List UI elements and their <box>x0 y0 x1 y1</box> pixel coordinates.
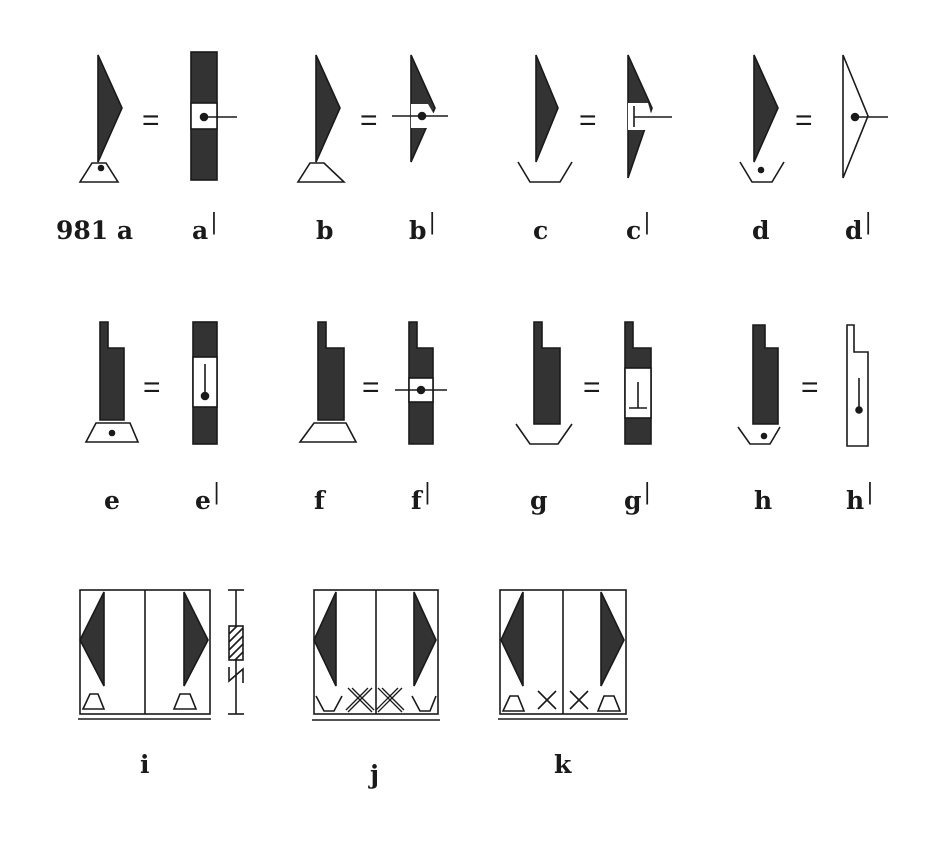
symbol-e <box>84 321 140 443</box>
label-a-letter: a <box>116 216 134 245</box>
figure-number: 981 <box>56 216 109 245</box>
equals-sign-a: = <box>142 104 160 137</box>
symbol-g-prime <box>624 321 652 445</box>
symbol-h-prime <box>846 324 869 447</box>
label-g: g <box>530 486 548 515</box>
symbol-b <box>296 54 347 183</box>
label-d: d <box>752 216 770 245</box>
equals-sign-h: = <box>801 371 819 404</box>
label-i: i <box>140 750 150 779</box>
symbol-c-prime <box>627 54 672 179</box>
equals-sign-e: = <box>143 371 161 404</box>
symbol-b-prime <box>392 54 448 163</box>
label-d-prime: d| <box>845 210 872 245</box>
label-981a: 981 a <box>56 218 133 243</box>
label-f: f <box>314 486 325 515</box>
symbol-c <box>517 54 573 183</box>
label-b: b <box>316 216 334 245</box>
label-a-prime: a| <box>192 210 218 245</box>
label-c: c <box>533 216 549 245</box>
label-g-prime: g| <box>624 480 651 515</box>
label-b-prime: b| <box>409 210 436 245</box>
label-j: j <box>370 760 380 789</box>
symbol-d-prime <box>842 54 888 179</box>
symbol-g <box>515 321 573 445</box>
equals-sign-f: = <box>362 371 380 404</box>
symbol-e-prime <box>192 321 218 445</box>
label-e: e <box>104 486 120 515</box>
symbol-f-prime <box>395 321 447 445</box>
symbol-f <box>298 321 358 443</box>
label-f-prime: f| <box>411 480 432 515</box>
symbol-j <box>312 589 440 721</box>
symbol-a-prime <box>190 51 237 181</box>
symbol-a <box>78 54 123 183</box>
equals-sign-g: = <box>583 371 601 404</box>
label-k: k <box>554 750 572 779</box>
equals-sign-d: = <box>795 104 813 137</box>
symbol-d <box>739 54 785 183</box>
label-e-prime: e| <box>195 480 221 515</box>
label-h-prime: h| <box>846 480 874 515</box>
equals-sign-c: = <box>579 104 597 137</box>
equals-sign-b: = <box>360 104 378 137</box>
symbol-i <box>78 589 244 720</box>
label-c-prime: c| <box>626 210 651 245</box>
symbol-h <box>737 324 781 445</box>
label-h: h <box>754 486 773 515</box>
symbol-k <box>498 589 628 720</box>
